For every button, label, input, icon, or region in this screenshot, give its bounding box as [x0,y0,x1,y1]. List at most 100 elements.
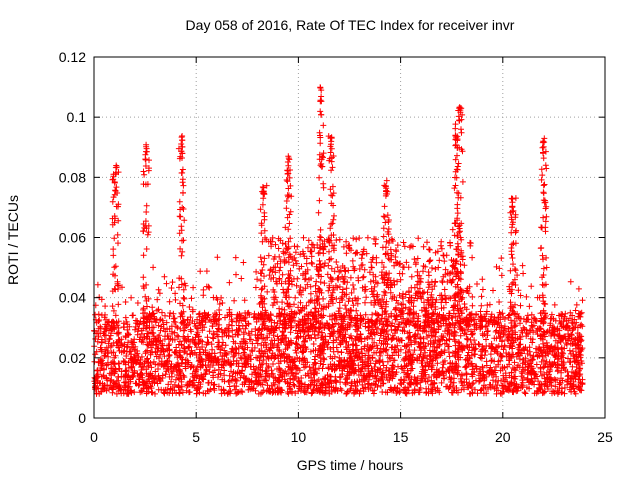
data-point [478,302,485,309]
data-point [115,365,122,372]
data-point [488,358,495,364]
data-point [358,262,365,269]
data-point [233,271,239,278]
data-point [193,390,200,397]
data-point [326,248,332,255]
data-point [468,331,475,338]
data-point [253,268,260,275]
data-point [543,165,550,172]
data-point [579,297,586,304]
data-point [321,356,328,363]
data-point [469,254,476,261]
data-point [509,203,516,210]
data-point [143,148,150,155]
data-point [320,250,327,257]
data-point [497,367,504,374]
data-point [406,244,413,251]
data-point [130,312,137,319]
data-point [441,258,448,265]
data-point [498,255,505,262]
data-point [481,382,487,389]
data-point [180,206,187,212]
data-point [140,168,147,175]
data-point [179,166,186,173]
data-point [426,246,432,253]
data-point [161,390,168,397]
data-point [379,389,386,395]
data-point [334,264,341,271]
data-point [312,335,319,342]
data-point [249,371,255,378]
data-point [257,254,264,261]
data-point [228,322,235,329]
data-point [115,301,122,308]
data-point [122,299,129,305]
data-point [316,257,323,264]
data-point [111,380,118,387]
data-point [342,268,349,275]
data-point [538,244,545,251]
data-point [156,290,163,297]
data-point [509,255,516,261]
data-point [234,389,241,396]
data-point [326,256,333,263]
data-point [169,279,176,286]
data-point [473,312,480,318]
data-point [235,332,242,338]
data-point [478,293,485,300]
data-point [517,320,523,327]
data-point [540,155,547,162]
data-point [381,203,388,210]
data-point [438,238,445,245]
data-point [363,294,370,301]
data-point [461,262,468,269]
data-point [487,364,494,371]
data-point [159,317,166,324]
data-point [461,301,468,307]
data-point [193,344,200,351]
data-point [304,281,311,288]
data-point [343,250,350,257]
data-point [177,325,184,332]
data-point [538,224,545,231]
data-point [356,266,363,272]
data-point [228,368,234,375]
data-point [327,149,334,156]
data-point [455,160,462,167]
data-point [258,286,265,293]
data-point [205,379,212,386]
data-point [254,340,261,347]
data-point [558,369,565,376]
data-point [203,268,210,275]
data-point [176,390,183,397]
data-point [300,234,307,241]
data-point [128,294,135,301]
data-point [167,310,174,316]
data-point [317,140,324,147]
data-point [142,156,149,163]
data-point [316,249,323,256]
data-point [200,286,207,293]
data-point [261,255,268,262]
data-point [309,260,316,267]
data-point [162,371,169,378]
data-point [92,311,99,318]
data-point [533,361,540,368]
data-point [496,265,503,272]
data-point [144,231,151,238]
data-point [320,150,327,157]
data-point [226,321,233,328]
data-point [205,311,212,318]
data-point [316,129,323,136]
data-point [400,239,407,246]
data-point [348,332,354,339]
data-point [484,332,491,339]
data-point [494,382,501,388]
data-point [454,210,461,217]
data-point [293,282,300,289]
data-point [540,265,547,272]
data-point [317,226,324,233]
data-point [431,283,438,290]
data-point [312,282,319,289]
